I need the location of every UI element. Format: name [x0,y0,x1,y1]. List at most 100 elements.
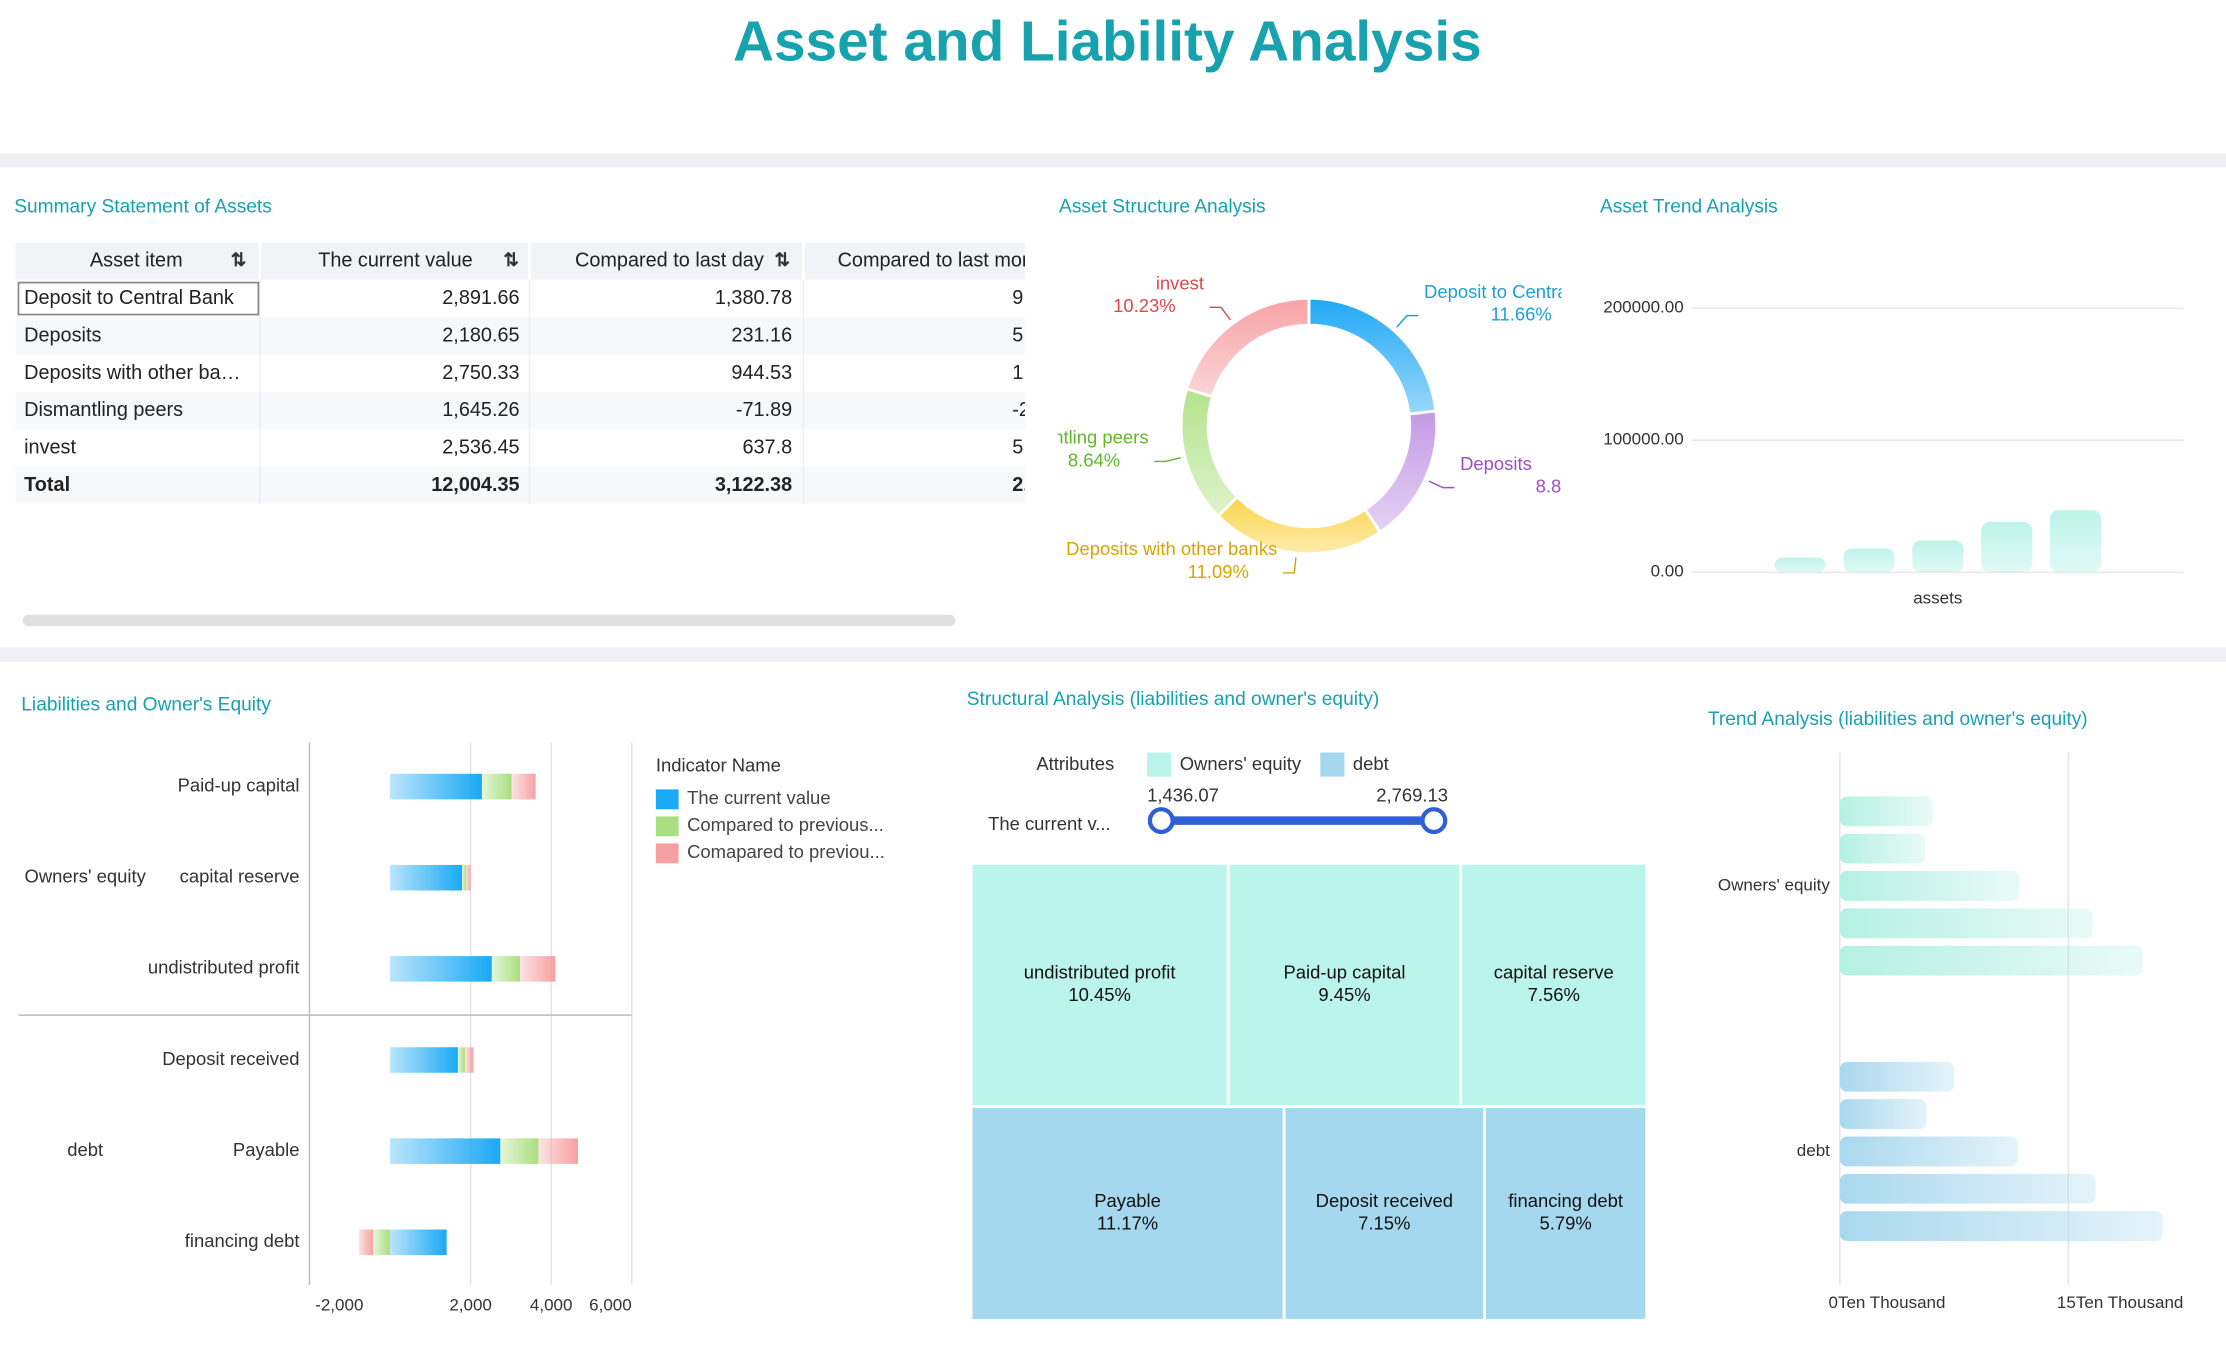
bar [1839,1061,1955,1092]
cell-label: capital reserve [1494,961,1614,982]
bar-segment [491,956,521,982]
total-cell: Total [24,474,70,496]
bar [1774,557,1826,573]
category-label: capital reserve [180,866,300,887]
table-cell: 231.16 [731,325,792,347]
legend-label: debt [1353,753,1389,774]
x-tick-label: 4,000 [530,1296,573,1315]
x-tick-label: 0Ten Thousand [1829,1293,1946,1312]
donut-label: invest [1156,272,1204,293]
bar [1839,871,2020,901]
legend-label: Comapared to previou... [687,841,885,862]
table-cell: 9 [1012,287,1023,309]
x-tick-label: assets [1913,589,1962,608]
legend-swatch [655,789,679,810]
cell-label: Payable [1094,1190,1161,1211]
x-tick-label: 2,000 [449,1296,492,1315]
bar-segment [373,1229,391,1256]
range-label: The current v... [988,813,1111,834]
bar [1839,1173,2096,1204]
sort-icon[interactable]: ⇅ [774,249,789,270]
table-row-bg [15,354,1025,392]
x-tick-label: -2,000 [315,1296,363,1315]
category-label: Owners' equity [1718,875,1830,894]
panel-title: Trend Analysis (liabilities and owner's … [1708,709,2088,730]
bar-segment [390,956,492,982]
x-tick-label: 15Ten Thousand [2057,1293,2183,1312]
bar-segment [390,1229,447,1256]
table-cell: invest [24,437,76,459]
column-header: Compared to last day [575,250,764,272]
page-title: Asset and Liability Analysis [733,11,1482,74]
category-label: Paid-up capital [178,774,300,795]
panel-title: Asset Trend Analysis [1600,196,1778,217]
cell-value: 10.45% [1068,984,1131,1005]
panel-title: Liabilities and Owner's Equity [21,695,271,716]
bar-segment [358,1229,374,1256]
panel-title: Summary Statement of Assets [14,196,272,217]
table-cell: 1,380.78 [715,287,792,309]
bar [1839,908,2093,939]
cell-label: financing debt [1508,1190,1623,1211]
group-label: debt [67,1139,103,1160]
donut-value-label: 11.66% [1491,303,1552,324]
donut-label: Deposits with other banks [1066,538,1277,559]
legend-swatch[interactable] [1147,752,1172,777]
table-cell: Deposit to Central Bank [24,287,234,309]
legend-swatch[interactable] [1320,752,1345,777]
separator [0,647,2226,662]
column-header: Asset item [90,250,183,272]
y-tick-label: 100000.00 [1603,430,1683,449]
bar [1839,945,2143,976]
total-cell: 12,004.35 [431,474,519,496]
table-cell: 2,750.33 [442,362,519,384]
donut-value-label: 8.80% [1536,475,1588,496]
table-row-bg [15,391,1025,430]
table-row-bg [15,279,1025,318]
table-cell: Deposits with other ba… [24,362,240,384]
table-cell: 944.53 [731,362,792,384]
bar-segment [390,864,463,891]
table-row-bg [15,466,1025,504]
legend-label: Compared to previous... [687,814,884,835]
bar-segment [457,1047,465,1073]
cell-label: Deposit received [1316,1190,1453,1211]
legend-swatch [655,816,679,837]
donut-label: Deposit to Central Bank [1424,281,1620,302]
leader-line [1209,306,1231,321]
y-tick-label: 200000.00 [1603,298,1683,317]
scrollbar[interactable] [22,614,956,627]
legend-title: Attributes [1036,753,1114,774]
column-header: Compared to last month [838,250,1050,272]
legend-label: Owners' equity [1180,753,1302,774]
range-handle[interactable] [1147,807,1175,835]
group-label: Owners' equity [24,866,146,887]
category-label: debt [1797,1141,1830,1160]
cell-value: 7.15% [1358,1213,1410,1234]
table-cell: 5 [1012,437,1023,459]
treemap-cell [1459,861,1649,1109]
legend-title: Indicator Name [656,755,781,776]
bar-segment [390,1138,501,1164]
table-cell: 2,536.45 [442,437,519,459]
leader-line [1282,557,1297,574]
sort-icon[interactable]: ⇅ [503,249,518,270]
table-cell: Deposits [24,325,101,347]
bar [1839,1136,2019,1167]
range-handle[interactable] [1420,807,1448,835]
bar-segment [520,956,556,982]
selected-cell [17,281,260,316]
treemap-cell [969,1105,1286,1322]
sort-icon[interactable]: ⇅ [231,249,246,270]
table-cell: -2 [1012,399,1030,421]
bar [1839,1211,2163,1241]
table: Asset item ⇅ The current value ⇅ Compared to… [15,242,1050,505]
table-row-bg [15,429,1025,467]
bar [1981,522,2033,573]
leader-line [1428,480,1455,489]
donut-label: Deposits [1460,453,1532,474]
leader-line [1154,456,1181,463]
bar-segment [538,1138,579,1164]
